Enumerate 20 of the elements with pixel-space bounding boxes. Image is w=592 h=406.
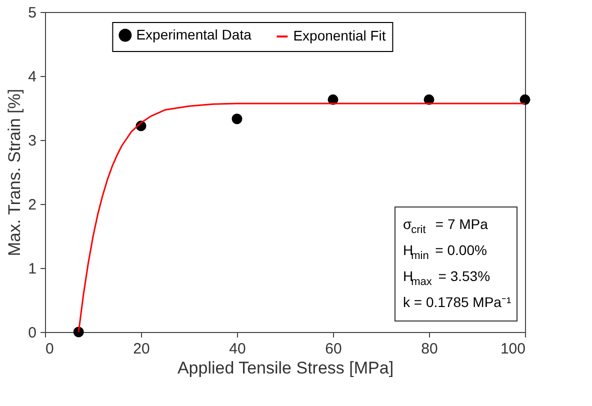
legend-label: Exponential Fit	[293, 28, 386, 44]
point	[520, 94, 530, 105]
x-tick-label: 100	[500, 340, 526, 358]
y-tick-label: 4	[28, 68, 36, 86]
x-tick-label: 0	[46, 340, 54, 358]
point	[73, 326, 84, 338]
x-tick-label: 60	[325, 340, 342, 358]
annotation: k = 0.1785 MPa⁻¹	[403, 294, 512, 310]
x-tick-label: 80	[421, 340, 438, 358]
x-tick-label: 20	[133, 340, 150, 358]
legend-label: Experimental Data	[136, 26, 252, 42]
point	[232, 114, 242, 124]
y-tick-label: 0	[28, 324, 36, 342]
x-tick-label: 40	[229, 340, 246, 358]
y-axis-title: Max. Trans. Strain [%]	[5, 88, 24, 256]
y-tick-label: 3	[28, 132, 36, 150]
y-tick-label: 2	[28, 196, 36, 214]
y-tick-label: 1	[28, 260, 36, 278]
x-axis-title: Applied Tensile Stress [MPa]	[177, 358, 394, 378]
y-tick-label: 5	[28, 4, 36, 22]
